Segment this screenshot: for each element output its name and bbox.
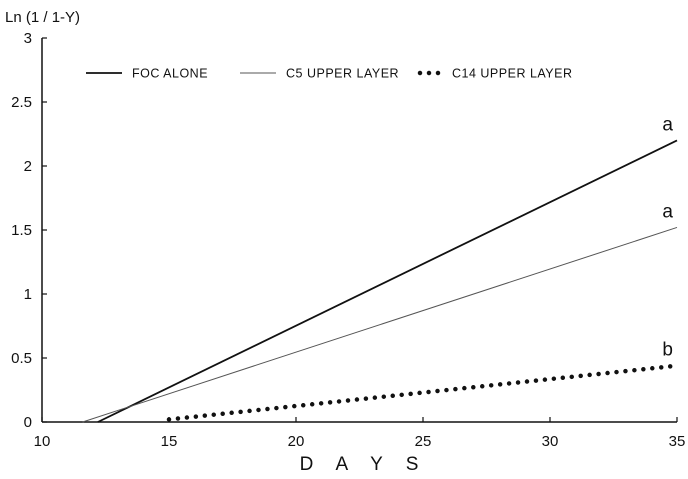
x-tick-label: 30 <box>542 433 559 450</box>
y-tick-label: 3 <box>24 30 32 47</box>
series-end-annotation: b <box>662 340 673 361</box>
legend: FOC ALONE C5 UPPER LAYER C14 UPPER LAYER <box>86 67 573 81</box>
series-line <box>97 139 678 423</box>
x-tick-label: 10 <box>34 433 51 450</box>
legend-entry-label: FOC ALONE <box>132 67 208 81</box>
series-end-annotation: a <box>662 201 673 222</box>
x-tick-label: 25 <box>415 433 432 450</box>
y-tick-label: 1 <box>24 286 32 303</box>
y-axis-ticks: 0 0.5 1 1.5 2 2.5 3 <box>11 30 47 431</box>
legend-entry-label: C14 UPPER LAYER <box>452 67 573 81</box>
legend-entry-label: C5 UPPER LAYER <box>286 67 399 81</box>
y-tick-label: 0 <box>24 414 32 431</box>
x-axis-label: D A Y S <box>300 454 428 475</box>
x-axis-ticks: 10 15 20 25 30 35 <box>34 417 686 450</box>
y-axis-label: Ln (1 / 1-Y) <box>5 9 80 26</box>
series-line <box>82 226 678 423</box>
y-tick-label: 1.5 <box>11 222 32 239</box>
series-end-annotation: a <box>662 114 673 135</box>
x-tick-label: 20 <box>288 433 305 450</box>
y-tick-label: 2.5 <box>11 94 32 111</box>
plot-frame <box>41 38 677 423</box>
x-tick-label: 15 <box>161 433 178 450</box>
x-tick-label: 35 <box>669 433 686 450</box>
y-tick-label: 2 <box>24 158 32 175</box>
y-tick-label: 0.5 <box>11 350 32 367</box>
series-line <box>166 363 680 422</box>
series-layer: a a b <box>82 114 680 423</box>
